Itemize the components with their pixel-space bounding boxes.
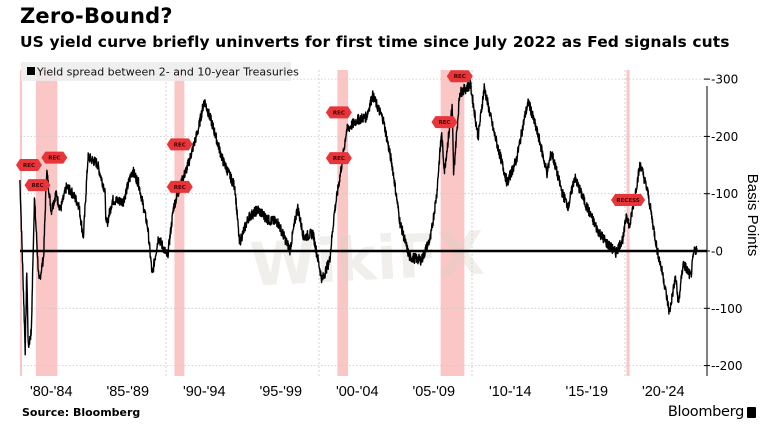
y-tick-label: -0: [711, 245, 723, 259]
source-note: Source: Bloomberg: [22, 406, 141, 419]
legend-background: [21, 62, 291, 81]
x-tick-label: '15-'19: [565, 384, 608, 400]
x-tick-label: '90-'94: [183, 384, 226, 400]
x-tick-label: '05-'09: [412, 384, 455, 400]
recession-band: [174, 70, 185, 376]
recession-marker-label: REC: [174, 185, 186, 191]
recession-band: [35, 70, 58, 376]
x-tick-label: '10-'14: [489, 384, 532, 400]
y-tick-label: --100: [711, 302, 743, 316]
recession-marker: [41, 151, 68, 164]
chart-subtitle: US yield curve briefly uninverts for fir…: [20, 33, 730, 51]
y-tick-label: -300: [711, 73, 738, 87]
recession-marker: [24, 179, 51, 192]
recession-marker-label: REC: [438, 120, 450, 126]
recession-marker-label: REC: [48, 156, 60, 162]
x-tick-label: '00-'04: [336, 384, 379, 400]
legend-swatch: [27, 67, 35, 75]
recession-marker-label: REC: [454, 74, 466, 80]
y-tick-label: -100: [711, 187, 738, 201]
x-tick-label: '95-'99: [259, 384, 302, 400]
recession-marker: [431, 116, 458, 129]
bloomberg-logo: Bloomberg: [667, 404, 744, 420]
watermark: WikiFX: [248, 219, 486, 301]
bloomberg-terminal-icon: [747, 407, 756, 418]
recession-marker: [16, 159, 42, 172]
legend: Yield spread between 2- and 10-year Trea…: [21, 62, 299, 81]
recession-marker: [611, 194, 646, 207]
recession-marker: [325, 106, 352, 119]
x-tick-label: '20-'24: [642, 384, 685, 400]
recession-marker-label: REC: [333, 156, 345, 162]
recession-marker: [446, 70, 473, 83]
chart-title: Zero-Bound?: [20, 4, 173, 28]
x-tick-label: '85-'89: [106, 384, 149, 400]
recession-marker-label: RECESS: [616, 198, 639, 204]
recession-band: [337, 70, 349, 376]
y-tick-label: -200: [711, 130, 738, 144]
y-tick-label: --200: [711, 359, 743, 373]
legend-entry: Yield spread between 2- and 10-year Trea…: [36, 66, 299, 79]
series-line: [19, 79, 698, 356]
x-tick-label: '80-'84: [30, 384, 73, 400]
y-axis-title: Basis Points: [744, 174, 761, 257]
recession-band: [440, 70, 465, 376]
recession-marker-label: REC: [333, 110, 345, 116]
recession-marker: [325, 152, 352, 165]
recession-marker: [166, 180, 193, 193]
recession-marker-label: REC: [31, 183, 43, 189]
recession-marker: [166, 138, 193, 151]
recession-marker-label: REC: [174, 142, 186, 148]
recession-marker-label: REC: [23, 163, 35, 169]
